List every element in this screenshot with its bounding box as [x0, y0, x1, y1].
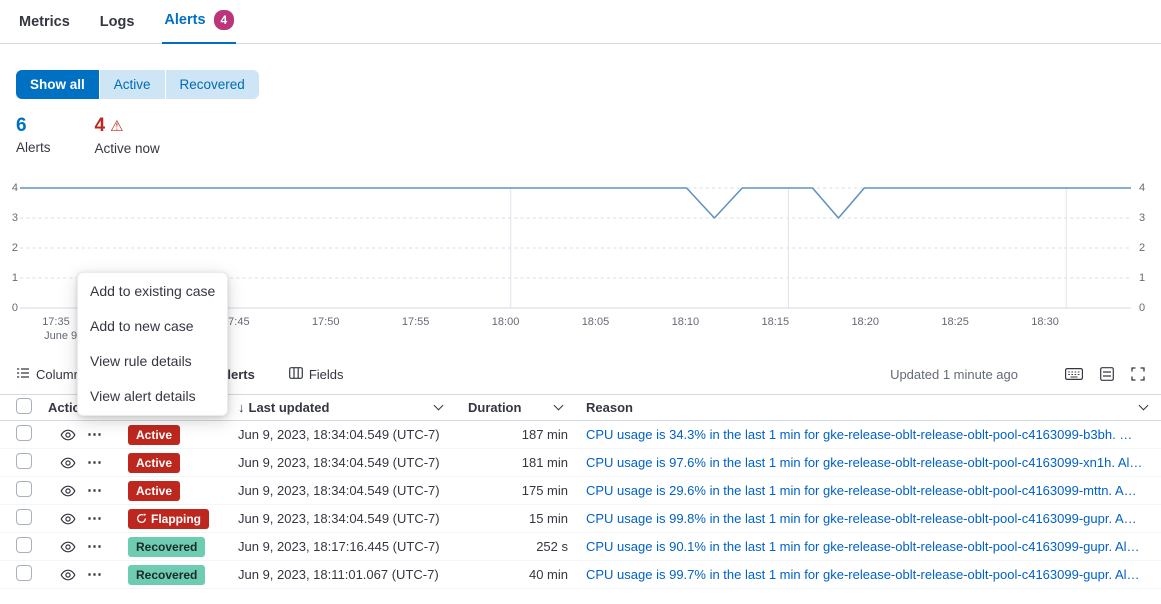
- last-updated-cell: Jun 9, 2023, 18:34:04.549 (UTC-7): [238, 483, 440, 498]
- more-actions-button[interactable]: ⋯: [87, 453, 103, 471]
- columns-button[interactable]: Columns: [16, 366, 87, 383]
- select-all-checkbox[interactable]: [16, 398, 32, 414]
- duration-cell: 15 min: [528, 511, 568, 526]
- duration-cell: 252 s: [536, 539, 568, 554]
- chevron-down-icon: [433, 400, 444, 411]
- more-actions-button[interactable]: ⋯: [87, 425, 103, 443]
- stat-alerts: 6 Alerts: [16, 115, 51, 156]
- table-row: ⋯ Recovered Jun 9, 2023, 18:11:01.067 (U…: [0, 561, 1161, 589]
- table-toolbar: Columns 6 alerts Fields Updated 1 minute…: [16, 360, 1145, 388]
- status-badge: Flapping: [128, 508, 209, 529]
- toolbar-right-group: Updated 1 minute ago: [890, 367, 1145, 382]
- alerts-total-count: 6: [16, 115, 27, 136]
- menu-item-add-to-existing-case[interactable]: Add to existing case: [90, 283, 216, 299]
- last-updated-cell: Jun 9, 2023, 18:17:16.445 (UTC-7): [238, 539, 440, 554]
- tab-alerts[interactable]: Alerts 4: [162, 0, 237, 44]
- table-row: ⋯ Active Jun 9, 2023, 18:34:04.549 (UTC-…: [0, 421, 1161, 449]
- status-badge: Recovered: [128, 536, 206, 557]
- tab-metrics[interactable]: Metrics: [19, 14, 70, 30]
- table-row: ⋯ Active Jun 9, 2023, 18:34:04.549 (UTC-…: [0, 449, 1161, 477]
- menu-item-view-rule-details[interactable]: View rule details: [90, 353, 192, 369]
- active-now-label: Active now: [94, 141, 160, 156]
- row-checkbox[interactable]: [16, 453, 32, 469]
- duration-cell: 187 min: [521, 427, 568, 442]
- last-updated-cell: Jun 9, 2023, 18:34:04.549 (UTC-7): [238, 455, 440, 470]
- more-actions-button[interactable]: ⋯: [87, 537, 103, 555]
- filter-show-all-button[interactable]: Show all: [16, 70, 99, 99]
- duration-cell: 175 min: [521, 483, 568, 498]
- eye-icon[interactable]: [60, 483, 76, 499]
- table-row: ⋯ Recovered Jun 9, 2023, 18:17:16.445 (U…: [0, 533, 1161, 561]
- status-badge: Active: [128, 480, 181, 501]
- fields-button[interactable]: Fields: [288, 366, 344, 383]
- last-updated-cell: Jun 9, 2023, 18:34:04.549 (UTC-7): [238, 427, 440, 442]
- eye-icon[interactable]: [60, 455, 76, 471]
- flapping-icon: [136, 513, 147, 524]
- menu-item-add-to-new-case[interactable]: Add to new case: [90, 318, 194, 334]
- table-row: ⋯ Active Jun 9, 2023, 18:34:04.549 (UTC-…: [0, 477, 1161, 505]
- active-now-count: 4 ⚠: [94, 115, 124, 136]
- tab-logs[interactable]: Logs: [99, 14, 135, 30]
- duration-cell: 40 min: [528, 567, 568, 582]
- alerts-stats: 6 Alerts 4 ⚠ Active now: [16, 115, 1161, 156]
- fullscreen-icon[interactable]: [1131, 367, 1145, 381]
- columns-icon: [16, 366, 30, 383]
- header-last-updated[interactable]: ↓ Last updated: [222, 400, 452, 415]
- keyboard-shortcuts-icon[interactable]: [1065, 367, 1083, 381]
- alerts-count-badge: 4: [213, 10, 235, 30]
- reason-link[interactable]: CPU usage is 90.1% in the last 1 min for…: [586, 539, 1140, 554]
- status-badge: Active: [128, 424, 181, 445]
- reason-link[interactable]: CPU usage is 99.7% in the last 1 min for…: [586, 567, 1140, 582]
- row-checkbox[interactable]: [16, 509, 32, 525]
- status-filter-group: Show all Active Recovered: [16, 70, 259, 99]
- last-updated-cell: Jun 9, 2023, 18:34:04.549 (UTC-7): [238, 511, 440, 526]
- reason-link[interactable]: CPU usage is 97.6% in the last 1 min for…: [586, 455, 1143, 470]
- reason-link[interactable]: CPU usage is 34.3% in the last 1 min for…: [586, 427, 1133, 442]
- top-tabs: Metrics Logs Alerts 4: [0, 0, 1161, 44]
- row-checkbox[interactable]: [16, 481, 32, 497]
- display-density-icon[interactable]: [1100, 367, 1114, 381]
- eye-icon[interactable]: [60, 567, 76, 583]
- alerts-total-label: Alerts: [16, 140, 51, 155]
- chevron-down-icon: [553, 400, 564, 411]
- more-actions-button[interactable]: ⋯: [87, 509, 103, 527]
- more-actions-button[interactable]: ⋯: [87, 565, 103, 583]
- status-badge: Active: [128, 452, 181, 473]
- header-duration[interactable]: Duration: [452, 400, 572, 415]
- row-checkbox[interactable]: [16, 565, 32, 581]
- more-actions-button[interactable]: ⋯: [87, 481, 103, 499]
- updated-timestamp: Updated 1 minute ago: [890, 366, 1018, 382]
- filter-active-button[interactable]: Active: [99, 70, 165, 99]
- stat-active-now: 4 ⚠ Active now: [95, 115, 160, 156]
- chevron-down-icon: [1138, 400, 1149, 411]
- duration-cell: 181 min: [521, 455, 568, 470]
- table-row: ⋯ Flapping Jun 9, 2023, 18:34:04.549 (UT…: [0, 505, 1161, 533]
- status-badge: Recovered: [128, 564, 206, 585]
- reason-link[interactable]: CPU usage is 99.8% in the last 1 min for…: [586, 511, 1137, 526]
- header-reason[interactable]: Reason: [572, 400, 1161, 415]
- last-updated-cell: Jun 9, 2023, 18:11:01.067 (UTC-7): [238, 567, 439, 582]
- row-checkbox[interactable]: [16, 537, 32, 553]
- row-checkbox[interactable]: [16, 425, 32, 441]
- eye-icon[interactable]: [60, 539, 76, 555]
- eye-icon[interactable]: [60, 511, 76, 527]
- alert-actions-context-menu: Add to existing case Add to new case Vie…: [77, 272, 228, 416]
- fields-icon: [288, 366, 303, 383]
- sort-descending-icon: ↓: [238, 400, 245, 415]
- warning-icon: ⚠: [110, 118, 124, 135]
- alerts-table: Actions ↓ Last updated Duration Reason ⋯ …: [0, 394, 1161, 589]
- menu-item-view-alert-details[interactable]: View alert details: [90, 388, 196, 404]
- reason-link[interactable]: CPU usage is 29.6% in the last 1 min for…: [586, 483, 1137, 498]
- eye-icon[interactable]: [60, 427, 76, 443]
- filter-recovered-button[interactable]: Recovered: [165, 70, 259, 99]
